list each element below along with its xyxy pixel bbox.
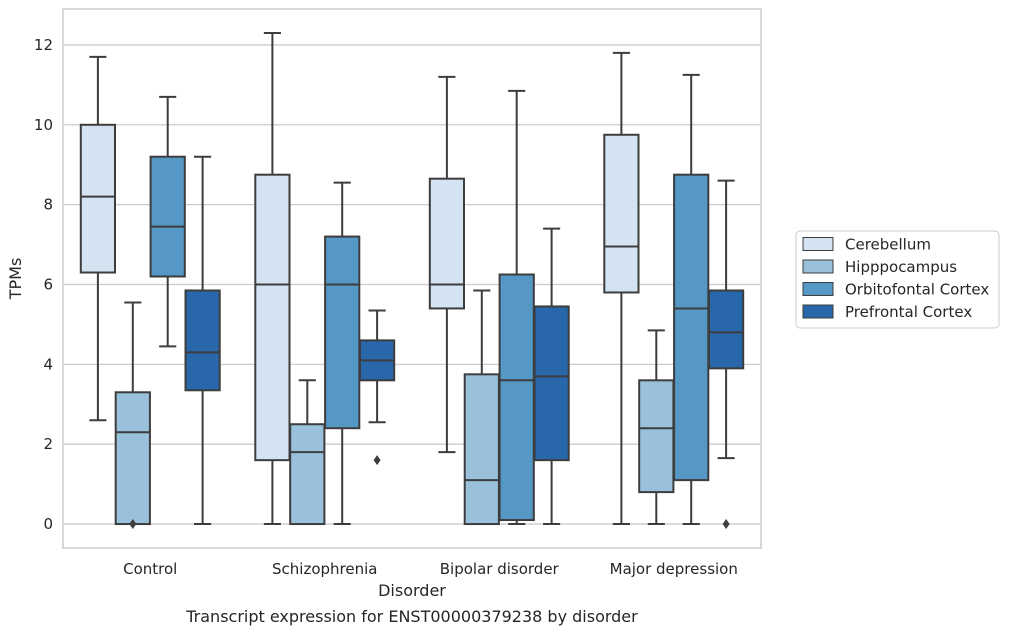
box-group bbox=[149, 95, 186, 348]
legend-entry: Hipppocampus bbox=[845, 258, 957, 276]
legend-swatch bbox=[802, 259, 834, 274]
y-tick-label: 2 bbox=[43, 435, 53, 453]
x-tick-label: Schizophrenia bbox=[272, 560, 377, 578]
x-tick-label: Major depression bbox=[610, 560, 738, 578]
box-body bbox=[603, 133, 640, 294]
box-group bbox=[114, 301, 151, 530]
box-body bbox=[79, 123, 117, 274]
chart-caption: Transcript expression for ENST0000037923… bbox=[185, 607, 638, 626]
box-body bbox=[184, 289, 221, 392]
y-tick-label: 4 bbox=[43, 355, 53, 373]
box-body bbox=[254, 173, 291, 462]
outlier-point bbox=[373, 455, 381, 466]
box-group bbox=[358, 309, 396, 466]
box-group bbox=[707, 179, 745, 530]
box-series bbox=[79, 31, 745, 530]
box-body bbox=[533, 305, 570, 462]
outlier-point bbox=[129, 519, 137, 530]
y-tick-label: 0 bbox=[43, 515, 53, 533]
x-axis-ticks: Control Schizophrenia Bipolar disorder Majo… bbox=[123, 560, 738, 578]
x-tick-label: Control bbox=[123, 560, 177, 578]
legend-entry: Prefrontal Cortex bbox=[845, 303, 972, 321]
box-group bbox=[289, 379, 326, 526]
box-body bbox=[289, 423, 326, 526]
y-tick-label: 12 bbox=[34, 36, 53, 54]
x-tick-label: Bipolar disorder bbox=[440, 560, 560, 578]
box-group bbox=[673, 73, 710, 526]
box-group bbox=[428, 75, 466, 454]
box-body bbox=[707, 289, 745, 370]
box-body bbox=[673, 173, 710, 482]
box-group bbox=[533, 227, 570, 526]
box-group bbox=[184, 155, 221, 526]
box-body bbox=[463, 373, 500, 526]
y-tick-label: 6 bbox=[43, 275, 53, 293]
legend-entry: Cerebellum bbox=[845, 236, 931, 254]
x-axis-label: Disorder bbox=[378, 581, 446, 600]
legend-entry: Orbitofontal Cortex bbox=[845, 281, 989, 299]
legend-swatch bbox=[802, 237, 834, 251]
y-tick-label: 10 bbox=[34, 116, 53, 134]
box-group bbox=[638, 329, 675, 526]
box-group bbox=[79, 55, 117, 422]
box-group bbox=[324, 181, 361, 526]
legend-swatch bbox=[802, 282, 834, 296]
box-body bbox=[638, 379, 675, 494]
y-tick-label: 8 bbox=[43, 196, 53, 214]
box-group bbox=[498, 89, 535, 526]
y-axis-ticks: 0 2 4 6 8 10 12 bbox=[34, 36, 53, 533]
legend-swatch bbox=[802, 304, 834, 319]
box-body bbox=[149, 155, 186, 278]
box-body bbox=[114, 391, 151, 526]
outlier-point bbox=[722, 519, 730, 530]
legend: Cerebellum Hipppocampus Orbitofontal Corte… bbox=[795, 230, 1000, 329]
box-body bbox=[498, 273, 535, 522]
plot-area-frame bbox=[62, 8, 762, 549]
y-axis-label: TPMs bbox=[6, 258, 25, 301]
box-group bbox=[254, 31, 291, 526]
legend-frame bbox=[795, 230, 1000, 329]
box-body bbox=[428, 177, 466, 310]
box-body bbox=[324, 235, 361, 430]
box-group bbox=[603, 51, 640, 526]
box-group bbox=[463, 289, 500, 526]
